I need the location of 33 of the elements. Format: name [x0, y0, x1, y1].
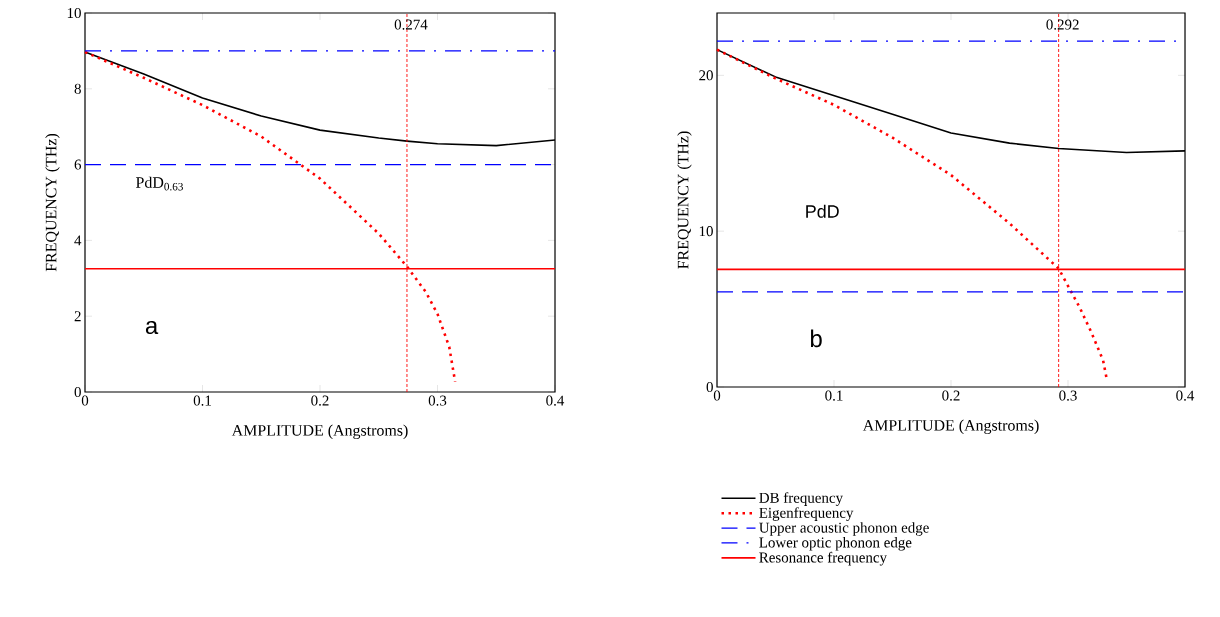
legend-label: Lower optic phonon edge	[759, 537, 912, 551]
y-tick-label: 10	[67, 7, 81, 19]
y-axis-title: FREQUENCY (THz)	[45, 133, 60, 272]
legend-label: Upper acoustic phonon edge	[759, 522, 929, 536]
x-tick-label: 0	[81, 395, 89, 406]
y-tick-label: 0	[706, 381, 713, 393]
x-tick-label: 0.3	[1059, 390, 1077, 401]
ref-line-label: 0.274	[394, 19, 428, 30]
x-tick-label: 0.4	[546, 395, 565, 406]
y-tick-label: 10	[699, 226, 713, 237]
legend-label: DB frequency	[759, 492, 843, 506]
x-tick-label: 0.2	[942, 390, 960, 401]
x-tick-label: 0	[713, 390, 721, 401]
x-tick-label: 0.3	[428, 395, 447, 406]
annotation: PdD$_{0.63}$	[135, 176, 183, 191]
x-tick-label: 0.4	[1176, 390, 1195, 401]
y-tick-label: 8	[74, 83, 81, 94]
x-axis-title: AMPLITUDE (Angstroms)	[231, 424, 408, 440]
x-tick-label: 0.1	[193, 395, 211, 406]
y-tick-label: 2	[74, 311, 81, 322]
y-axis-title: FREQUENCY (THz)	[677, 131, 692, 269]
x-axis-title: AMPLITUDE (Angstroms)	[862, 419, 1039, 435]
ref-line-label: 0.292	[1046, 19, 1079, 30]
annotation: PdD	[806, 204, 839, 218]
annotation: b	[811, 329, 822, 348]
y-tick-label: 6	[74, 159, 82, 170]
y-tick-label: 4	[74, 235, 82, 246]
annotation: a	[145, 321, 159, 335]
y-tick-label: 20	[699, 70, 713, 81]
legend-label: Resonance frequency	[759, 551, 887, 566]
legend-label: Eigenfrequency	[759, 507, 854, 521]
x-tick-label: 0.2	[311, 395, 329, 406]
x-tick-label: 0.1	[825, 390, 843, 401]
